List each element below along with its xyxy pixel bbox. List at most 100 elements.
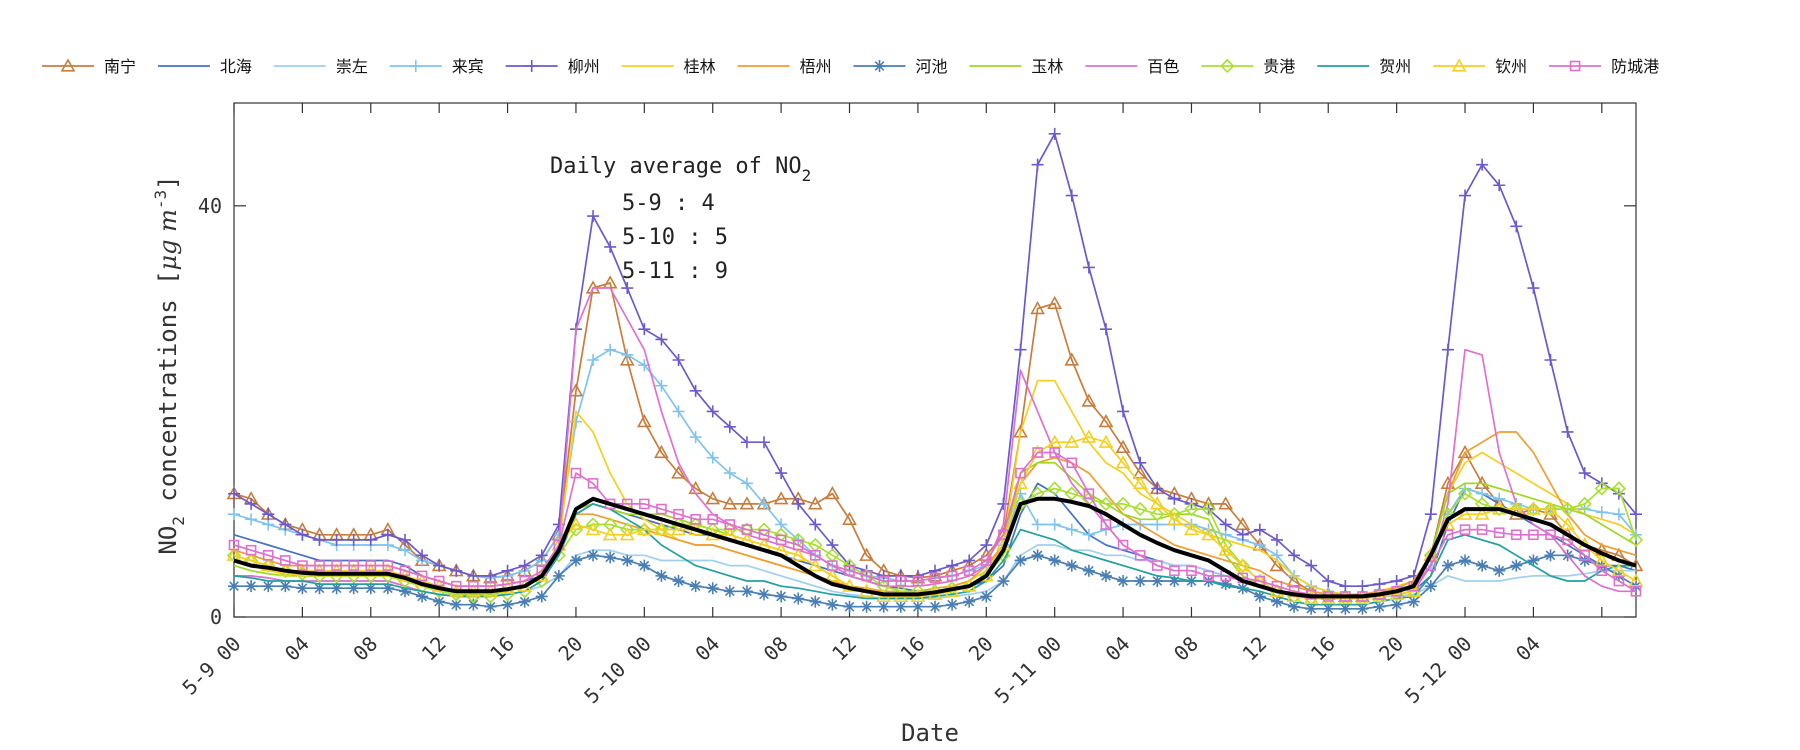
data-point-star: [873, 60, 886, 72]
x-tick-label: 08: [1169, 632, 1203, 666]
data-point-plus: [347, 533, 360, 546]
data-point-star: [1493, 564, 1506, 577]
data-point-square: [587, 478, 599, 489]
data-point-star: [1270, 595, 1283, 608]
data-point-triangle: [1098, 414, 1114, 428]
data-point-triangle: [773, 491, 789, 505]
legend-entry: 河池: [853, 57, 948, 76]
legend-entry: 桂林: [621, 57, 716, 76]
data-point-square: [929, 572, 941, 584]
data-point-plus: [450, 564, 463, 577]
legend-entry: 玉林: [969, 57, 1063, 76]
data-point-diamond: [1115, 496, 1131, 512]
data-point-star: [245, 580, 258, 593]
data-point-triangle: [654, 444, 669, 459]
data-point-square: [878, 575, 890, 587]
data-point-star: [860, 600, 873, 613]
data-point-plus: [518, 559, 531, 572]
annotation-title: Daily average of NO2: [550, 154, 811, 185]
legend-entry: 梧州: [737, 57, 832, 76]
legend-label: 梧州: [800, 57, 832, 76]
data-point-triangle: [739, 496, 755, 510]
data-point-triangle: [1047, 295, 1063, 310]
x-tick-label: 12: [417, 632, 451, 666]
data-point-plus: [228, 487, 240, 500]
data-point-plus: [1270, 549, 1283, 562]
data-point-plus: [1339, 580, 1352, 593]
legend-entry: 南宁: [42, 57, 136, 76]
data-point-square: [758, 529, 770, 541]
data-point-plus: [792, 497, 805, 510]
data-point-plus: [604, 343, 617, 356]
legend: 南宁 北海 崇左 来宾 柳州 桂林 梧州 河池 玉林 百色 贵港 贺州 钦州 防城港: [42, 57, 1659, 76]
series-path: [233, 496, 1637, 599]
data-point-triangle: [568, 383, 584, 397]
x-tick-label: 16: [1306, 632, 1340, 666]
data-point-square: [724, 519, 736, 530]
data-point-plus: [1253, 523, 1266, 536]
legend-label: 贵港: [1263, 57, 1295, 76]
data-point-plus: [1390, 575, 1403, 588]
data-point-star: [416, 590, 429, 603]
data-point-triangle: [1474, 506, 1490, 520]
data-point-triangle: [636, 414, 652, 428]
data-point-square: [963, 565, 975, 577]
x-tick-label: 20: [964, 632, 998, 666]
legend-label: 南宁: [104, 57, 136, 76]
data-point-star: [655, 569, 668, 582]
data-point-diamond: [1543, 501, 1558, 517]
y-tick-label: 40: [198, 194, 222, 218]
data-point-plus: [525, 60, 538, 72]
data-point-plus: [1630, 508, 1642, 521]
data-point-plus: [689, 431, 702, 444]
series-layer: [226, 127, 1644, 615]
data-point-plus: [672, 354, 685, 366]
data-point-plus: [1493, 179, 1506, 192]
data-point-plus: [416, 549, 429, 562]
data-point-star: [843, 600, 856, 613]
data-point-triangle: [1218, 496, 1234, 510]
data-point-triangle: [60, 58, 76, 72]
x-tick-label: 04: [1511, 632, 1545, 666]
data-point-star: [381, 582, 394, 595]
data-point-plus: [330, 533, 343, 546]
data-point-square: [1117, 539, 1129, 551]
data-point-square: [314, 560, 325, 571]
data-point-triangle: [1201, 527, 1216, 541]
legend-label: 崇左: [336, 57, 368, 76]
data-point-star: [1373, 600, 1386, 613]
data-point-diamond: [568, 522, 584, 537]
data-point-plus: [1065, 523, 1078, 536]
legend-entry: 贺州: [1317, 57, 1411, 76]
data-point-triangle: [1064, 434, 1080, 448]
data-point-star: [792, 592, 805, 605]
legend-entry: 来宾: [389, 57, 484, 76]
data-point-plus: [1356, 580, 1369, 593]
data-point-square: [707, 514, 719, 525]
x-tick-label: 5-12 00: [1400, 632, 1477, 709]
data-point-triangle: [825, 568, 840, 582]
annotation-line-3: 5-11 : 9: [622, 259, 728, 284]
data-point-square: [1032, 447, 1043, 458]
data-point-diamond: [1201, 501, 1216, 517]
data-point-star: [450, 598, 463, 611]
series-average: [233, 496, 1637, 599]
data-point-star: [1527, 554, 1540, 567]
data-point-star: [689, 580, 702, 593]
data-point-plus: [1424, 508, 1437, 521]
data-point-plus: [501, 564, 514, 577]
data-point-diamond: [927, 584, 943, 599]
series-path: [233, 132, 1637, 588]
data-point-square: [331, 560, 342, 571]
data-point-square: [433, 575, 445, 587]
data-point-square: [1511, 529, 1522, 541]
data-point-star: [1305, 602, 1318, 615]
data-point-star: [1407, 595, 1420, 608]
data-point-triangle: [807, 496, 823, 510]
data-point-star: [911, 600, 924, 613]
data-point-star: [296, 582, 309, 595]
data-point-diamond: [1594, 481, 1609, 496]
legend-entry: 贵港: [1201, 57, 1295, 76]
data-point-plus: [1373, 578, 1386, 591]
